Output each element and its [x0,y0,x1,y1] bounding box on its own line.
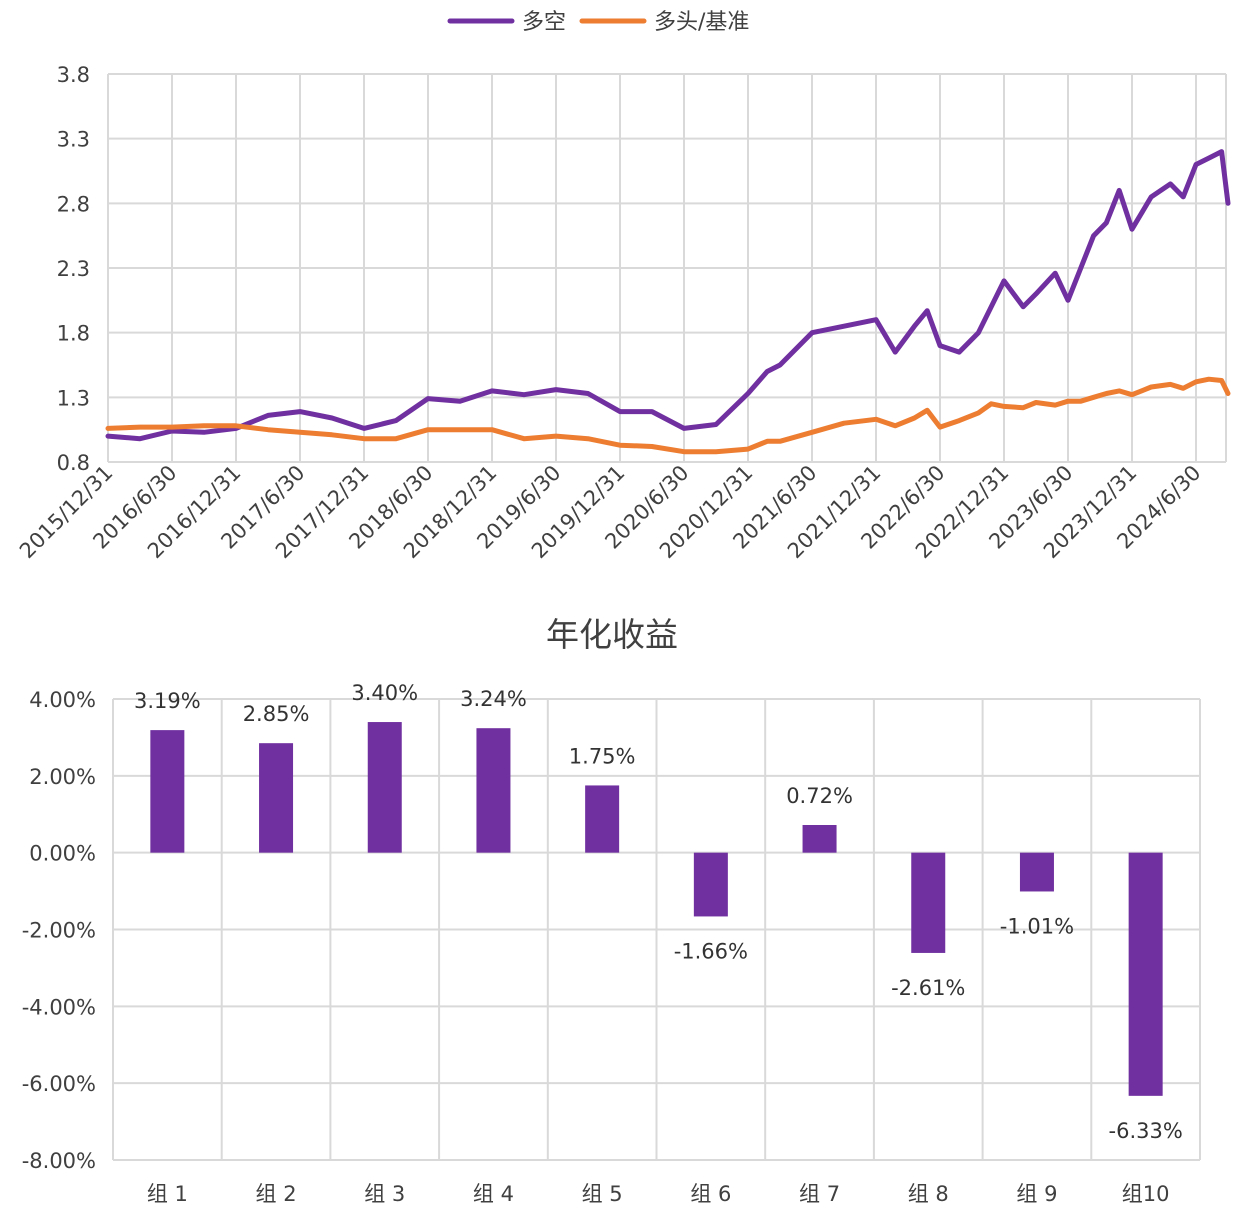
bar-data-label: 1.75% [569,744,636,768]
bar-bars [150,722,1163,1096]
bar [911,852,946,953]
bar [150,730,185,853]
line-y-tick-label: 1.3 [57,386,90,410]
bar-category-label: 组10 [1122,1182,1170,1206]
line-y-axis: 0.8 1.3 1.8 2.3 2.8 3.3 3.8 [57,63,90,475]
series-line-long-short [105,149,1231,442]
bar-y-tick-label: -4.00% [22,995,96,1019]
line-y-tick-label: 2.8 [57,192,90,216]
bar-data-label: 3.24% [460,687,527,711]
bar-category-label: 组 1 [147,1182,188,1206]
bar-data-label: 2.85% [243,702,310,726]
bar-data-label: 0.72% [786,784,853,808]
bar [476,728,511,853]
bar [585,785,620,853]
bar-y-tick-label: 2.00% [29,765,96,789]
bar-category-label: 组 8 [908,1182,949,1206]
bar-chart-title: 年化收益 [546,615,678,654]
bar-y-tick-label: 4.00% [29,688,96,712]
bar-grid [112,698,1201,1161]
bar [693,852,728,917]
bar-category-label: 组 7 [799,1182,840,1206]
bar-y-tick-label: -6.00% [22,1072,96,1096]
line-y-tick-label: 0.8 [57,451,90,475]
legend-label-long-short: 多空 [522,10,566,35]
bar-x-axis: 组 1 组 2 组 3 组 4 组 5 组 6 组 7 组 8 组 9 组10 [147,1182,1170,1206]
bar-category-label: 组 6 [690,1182,731,1206]
series-line-long-benchmark [105,376,1231,455]
bar-y-tick-label: -2.00% [22,919,96,943]
line-x-axis: 2015/12/312016/6/302016/12/312017/6/3020… [15,461,1206,564]
line-y-tick-label: 3.3 [57,128,90,152]
bar-category-label: 组 2 [256,1182,297,1206]
bar-y-tick-label: -8.00% [22,1149,96,1173]
line-y-tick-label: 1.8 [57,322,90,346]
bar-data-labels: 3.19% 2.85% 3.40% 3.24% 1.75% -1.66% 0.72% -2.6… [134,681,1183,1143]
bar-category-label: 组 4 [473,1182,514,1206]
line-series [105,149,1231,455]
line-y-tick-label: 3.8 [57,63,90,87]
bar-data-label: 3.40% [351,681,418,705]
bar-y-tick-label: 0.00% [29,842,96,866]
bar-category-label: 组 5 [582,1182,623,1206]
line-chart: 多空 多头/基准 0.8 1.3 1.8 2.3 2.8 3.3 3.8 2015/12/3… [15,10,1231,564]
line-y-tick-label: 2.3 [57,257,90,281]
bar [1019,852,1054,892]
bar-chart: 年化收益 4.00% 2.00% 0.00% -2.00% -4.00% -6.00% -8… [22,615,1201,1206]
bar [367,722,402,853]
line-grid [107,73,1227,463]
bar-data-label: 3.19% [134,689,201,713]
bar [1128,852,1163,1096]
legend: 多空 多头/基准 [447,10,749,35]
bar-data-label: -6.33% [1109,1119,1183,1143]
bar [259,743,294,853]
bar-category-label: 组 3 [364,1182,405,1206]
bar-y-axis: 4.00% 2.00% 0.00% -2.00% -4.00% -6.00% -8.00% [22,688,96,1173]
bar-data-label: -2.61% [891,976,965,1000]
legend-label-long-benchmark: 多头/基准 [654,10,749,35]
bar-category-label: 组 9 [1016,1182,1057,1206]
bar-data-label: -1.66% [674,939,748,963]
bar [802,825,837,853]
bar-data-label: -1.01% [1000,914,1074,938]
